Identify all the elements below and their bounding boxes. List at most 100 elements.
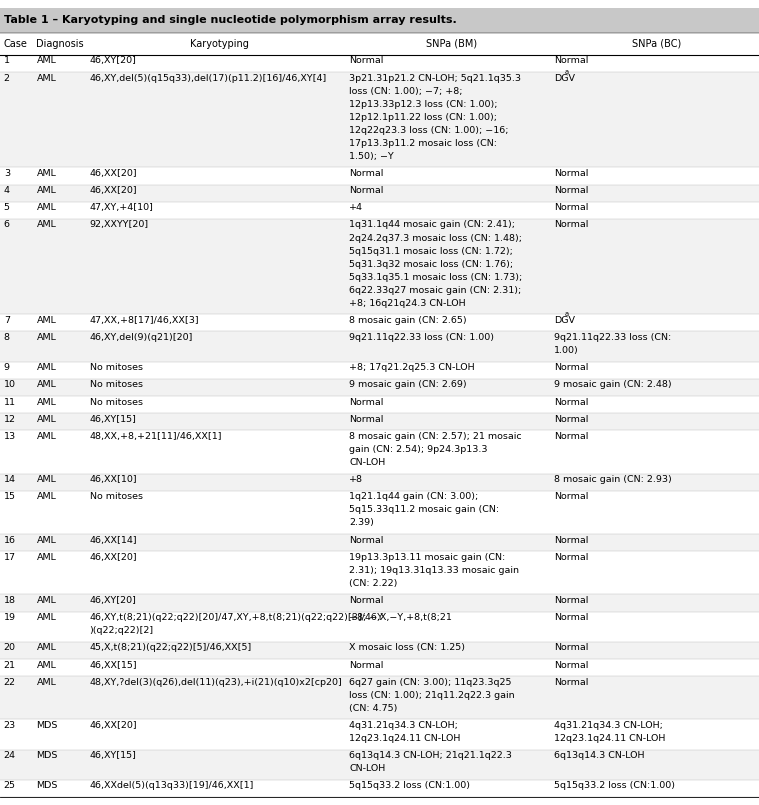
Text: 9q21.11q22.33 loss (CN:: 9q21.11q22.33 loss (CN:: [554, 333, 671, 342]
Text: 48,XY,?del(3)(q26),del(11)(q23),+i(21)(q10)x2[cp20]: 48,XY,?del(3)(q26),del(11)(q23),+i(21)(q…: [90, 678, 342, 687]
Text: 9: 9: [4, 363, 10, 372]
Text: 46,XX[10]: 46,XX[10]: [90, 475, 137, 485]
Bar: [0, 361, 759, 379]
Text: Normal: Normal: [349, 56, 383, 65]
Text: Normal: Normal: [554, 415, 588, 423]
Text: 9q21.11q22.33 loss (CN: 1.00): 9q21.11q22.33 loss (CN: 1.00): [349, 333, 494, 342]
Text: Diagnosis: Diagnosis: [36, 39, 84, 49]
Text: (CN: 2.22): (CN: 2.22): [349, 579, 398, 588]
Text: 13: 13: [4, 432, 16, 441]
Text: No mitoses: No mitoses: [90, 363, 143, 372]
Text: AML: AML: [36, 596, 56, 605]
Text: 7: 7: [4, 316, 10, 325]
Text: Normal: Normal: [554, 186, 588, 195]
Text: Normal: Normal: [349, 535, 383, 545]
Text: Normal: Normal: [349, 661, 383, 670]
Text: 5q31.3q32 mosaic loss (CN: 1.76);: 5q31.3q32 mosaic loss (CN: 1.76);: [349, 260, 513, 269]
Text: 9 mosaic gain (CN: 2.48): 9 mosaic gain (CN: 2.48): [554, 381, 672, 390]
Text: 12q23.1q24.11 CN-LOH: 12q23.1q24.11 CN-LOH: [349, 734, 461, 743]
Text: a: a: [565, 69, 568, 75]
Text: AML: AML: [36, 553, 56, 562]
Text: 6: 6: [4, 221, 10, 229]
Text: 15: 15: [4, 493, 16, 502]
Text: Normal: Normal: [349, 415, 383, 423]
Text: 6q27 gain (CN: 3.00); 11q23.3q25: 6q27 gain (CN: 3.00); 11q23.3q25: [349, 678, 512, 687]
Text: 6q13q14.3 CN-LOH: 6q13q14.3 CN-LOH: [554, 751, 644, 760]
Bar: [0, 184, 759, 202]
Text: 4q31.21q34.3 CN-LOH;: 4q31.21q34.3 CN-LOH;: [554, 721, 663, 730]
Text: Normal: Normal: [554, 221, 588, 229]
Text: 4q31.21q34.3 CN-LOH;: 4q31.21q34.3 CN-LOH;: [349, 721, 458, 730]
Text: Normal: Normal: [554, 169, 588, 178]
Text: 48,XX,+8,+21[11]/46,XX[1]: 48,XX,+8,+21[11]/46,XX[1]: [90, 432, 222, 441]
Text: 12: 12: [4, 415, 16, 423]
Text: Normal: Normal: [349, 596, 383, 605]
Text: 8 mosaic gain (CN: 2.65): 8 mosaic gain (CN: 2.65): [349, 316, 467, 325]
Text: +8; 16q21q24.3 CN-LOH: +8; 16q21q24.3 CN-LOH: [349, 299, 466, 308]
Text: X mosaic loss (CN: 1.25): X mosaic loss (CN: 1.25): [349, 643, 465, 652]
Text: +8; 17q21.2q25.3 CN-LOH: +8; 17q21.2q25.3 CN-LOH: [349, 363, 475, 372]
Bar: [0, 431, 759, 473]
Text: 46,XX[20]: 46,XX[20]: [90, 553, 137, 562]
Text: Normal: Normal: [554, 56, 588, 65]
Bar: [0, 332, 759, 361]
Text: 2.31); 19q13.31q13.33 mosaic gain: 2.31); 19q13.31q13.33 mosaic gain: [349, 566, 519, 575]
Text: 45,X,t(8;21)(q22;q22)[5]/46,XX[5]: 45,X,t(8;21)(q22;q22)[5]/46,XX[5]: [90, 643, 252, 652]
Text: 2.39): 2.39): [349, 518, 374, 527]
Text: 3: 3: [4, 169, 10, 178]
Text: 46,XY[20]: 46,XY[20]: [90, 596, 137, 605]
Text: 46,XX[14]: 46,XX[14]: [90, 535, 137, 545]
Text: 1q21.1q44 gain (CN: 3.00);: 1q21.1q44 gain (CN: 3.00);: [349, 493, 478, 502]
Text: 21: 21: [4, 661, 16, 670]
Text: AML: AML: [36, 333, 56, 342]
Text: loss (CN: 1.00); 21q11.2q22.3 gain: loss (CN: 1.00); 21q11.2q22.3 gain: [349, 691, 515, 700]
Text: DGV: DGV: [554, 73, 575, 83]
Text: loss (CN: 1.00); −7; +8;: loss (CN: 1.00); −7; +8;: [349, 87, 463, 96]
Text: Normal: Normal: [554, 363, 588, 372]
Text: AML: AML: [36, 661, 56, 670]
Text: 46,XY,t(8;21)(q22;q22)[20]/47,XY,+8,t(8;21)(q22;q22)[3]/46,X,−Y,+8,t(8;21: 46,XY,t(8;21)(q22;q22)[20]/47,XY,+8,t(8;…: [90, 613, 452, 622]
Text: 6q13q14.3 CN-LOH; 21q21.1q22.3: 6q13q14.3 CN-LOH; 21q21.1q22.3: [349, 751, 512, 760]
Text: 4: 4: [4, 186, 10, 195]
Text: SNPa (BC): SNPa (BC): [632, 39, 681, 49]
Text: No mitoses: No mitoses: [90, 381, 143, 390]
Text: AML: AML: [36, 316, 56, 325]
Text: 5q33.1q35.1 mosaic loss (CN: 1.73);: 5q33.1q35.1 mosaic loss (CN: 1.73);: [349, 273, 522, 282]
Text: 5q15q33.2 loss (CN:1.00): 5q15q33.2 loss (CN:1.00): [349, 782, 470, 791]
Text: AML: AML: [36, 678, 56, 687]
Text: 19: 19: [4, 613, 16, 622]
Text: 46,XXdel(5)(q13q33)[19]/46,XX[1]: 46,XXdel(5)(q13q33)[19]/46,XX[1]: [90, 782, 254, 791]
Text: 2q24.2q37.3 mosaic loss (CN: 1.48);: 2q24.2q37.3 mosaic loss (CN: 1.48);: [349, 233, 522, 242]
Text: 20: 20: [4, 643, 16, 652]
Text: 1: 1: [4, 56, 10, 65]
Text: Normal: Normal: [554, 643, 588, 652]
Text: 12q22q23.3 loss (CN: 1.00); −16;: 12q22q23.3 loss (CN: 1.00); −16;: [349, 126, 509, 134]
Text: +8; −Y: +8; −Y: [349, 613, 383, 622]
Text: 8 mosaic gain (CN: 2.57); 21 mosaic: 8 mosaic gain (CN: 2.57); 21 mosaic: [349, 432, 521, 441]
Text: CN-LOH: CN-LOH: [349, 764, 386, 774]
Text: 46,XY[15]: 46,XY[15]: [90, 751, 137, 760]
Text: Normal: Normal: [349, 398, 383, 407]
Text: AML: AML: [36, 475, 56, 485]
Text: AML: AML: [36, 186, 56, 195]
Text: 46,XY[15]: 46,XY[15]: [90, 415, 137, 423]
Text: CN-LOH: CN-LOH: [349, 458, 386, 467]
Text: 92,XXYY[20]: 92,XXYY[20]: [90, 221, 149, 229]
Bar: [0, 379, 759, 396]
Text: 46,XX[20]: 46,XX[20]: [90, 169, 137, 178]
Text: 16: 16: [4, 535, 16, 545]
Text: 10: 10: [4, 381, 16, 390]
Text: AML: AML: [36, 535, 56, 545]
Text: 22: 22: [4, 678, 16, 687]
Text: AML: AML: [36, 398, 56, 407]
Bar: [0, 659, 759, 676]
Text: Table 1 – Karyotyping and single nucleotide polymorphism array results.: Table 1 – Karyotyping and single nucleot…: [4, 15, 457, 26]
Bar: [0, 396, 759, 413]
Text: Normal: Normal: [554, 432, 588, 441]
Text: AML: AML: [36, 613, 56, 622]
Text: 18: 18: [4, 596, 16, 605]
Text: 12q23.1q24.11 CN-LOH: 12q23.1q24.11 CN-LOH: [554, 734, 666, 743]
Text: Normal: Normal: [554, 553, 588, 562]
Text: AML: AML: [36, 56, 56, 65]
Text: )(q22;q22)[2]: )(q22;q22)[2]: [90, 626, 153, 635]
